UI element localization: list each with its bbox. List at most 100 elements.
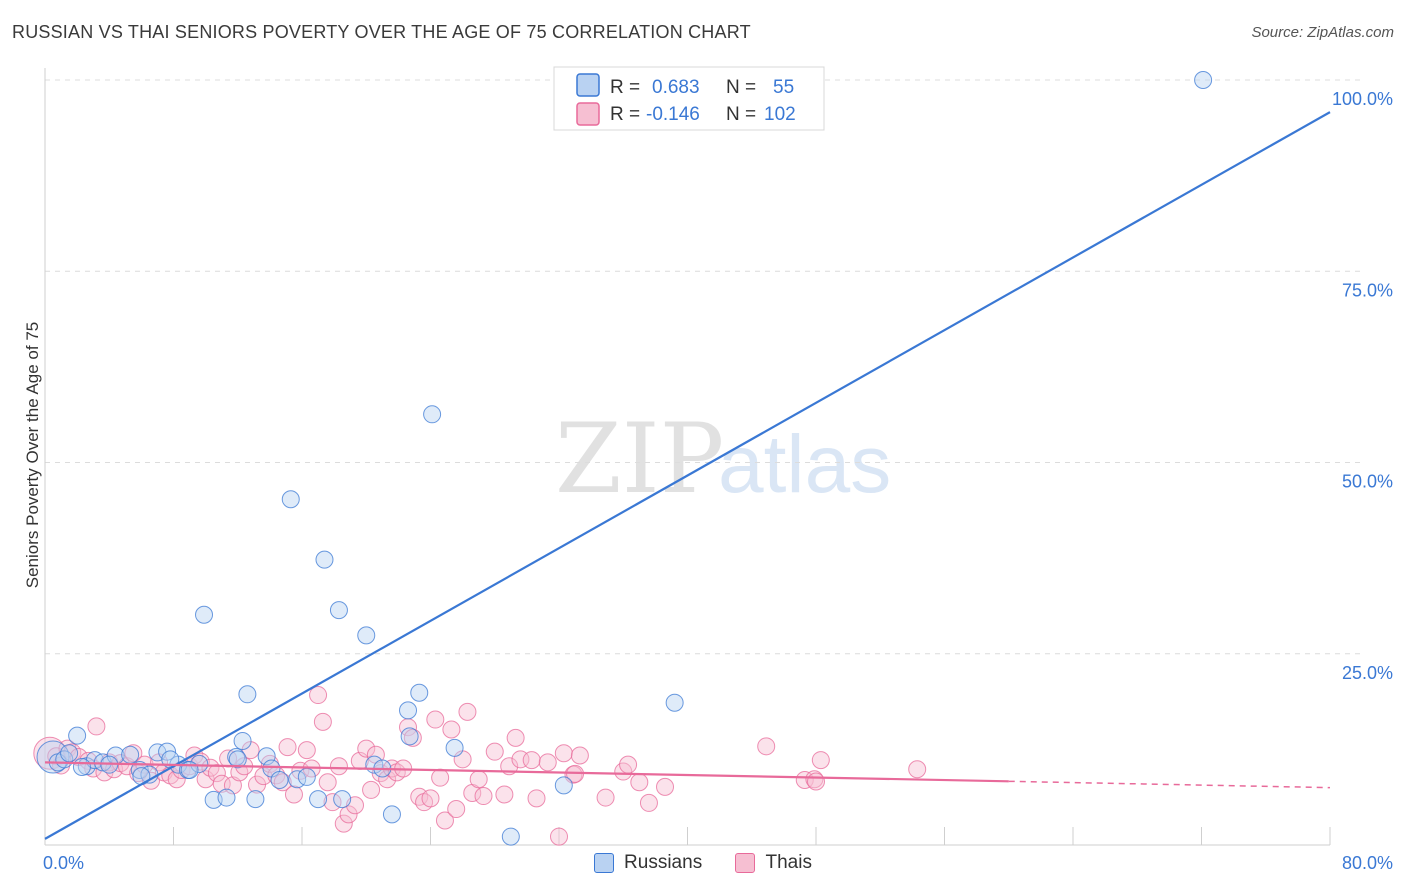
thais-point-86 [554,744,573,763]
stats-legend: R = 0.683 N = 55 R = -0.146 N = 102 [553,66,825,131]
russians-point-54 [333,790,352,809]
russians-point-36 [382,805,401,824]
thais-point-99 [908,760,927,779]
russians-point-51 [72,757,91,776]
thais-point-45 [309,686,328,705]
russians-point-53 [228,750,247,769]
russians-point-4 [68,726,87,745]
y-tick-label-25: 25.0% [1342,663,1393,683]
russians-point-31 [315,550,334,569]
thais-point-93 [639,793,658,812]
thais-point-55 [362,780,381,799]
thais-point-73 [458,702,477,721]
legend-swatch-thais [735,853,756,873]
watermark-zip: ZIP [555,403,724,515]
thais-point-88 [570,746,589,765]
source-attribution: Source: ZipAtlas.com [1251,24,1394,41]
russians-point-27 [281,490,300,509]
legend-swatch-russians [594,853,615,873]
russians-point-43 [554,776,573,795]
stats-r-value-thais: -0.146 [646,104,700,125]
thais-trendline [44,761,1009,783]
thais-point-64 [410,787,429,806]
thais-point-83 [527,789,546,808]
thais-point-101 [807,772,825,791]
thais-point-54 [357,739,376,758]
y-tick-label-100: 100.0% [1332,89,1393,109]
russians-point-30 [309,790,328,809]
thais-point-63 [403,728,422,747]
russians-point-42 [501,827,520,846]
russians-point-41 [445,738,464,757]
russians-trendline [44,111,1331,840]
thais-point-66 [421,789,440,808]
x-tick-label-min: 0.0% [43,853,84,873]
thais-point-77 [485,742,504,761]
russians-point-10 [130,761,149,780]
thais-point-43 [297,741,316,760]
thais-point-51 [339,805,358,824]
russians-point-0 [36,740,70,774]
y-axis-label: Seniors Poverty Over the Age of 75 [23,322,42,588]
russians-point-17 [195,605,214,624]
russians-point-16 [190,754,209,773]
thais-point-91 [619,755,638,774]
gridlines [45,79,1360,655]
russians-point-32 [329,601,348,620]
thais-point-89 [596,788,615,807]
russians-point-3 [60,744,79,763]
thais-point-28 [207,764,226,783]
thais-point-47 [318,773,337,792]
thais-point-46 [313,712,332,731]
thais-point-70 [442,720,461,739]
stats-r-label-russians: R = [610,77,640,98]
russians-point-37 [399,701,418,720]
thais-point-50 [334,814,353,833]
russians-point-40 [423,405,442,424]
russians-point-21 [233,731,252,750]
stats-n-label-thais: N = [726,104,756,125]
trendlines [44,111,1331,840]
thais-trendline-extension [1008,780,1331,789]
thais-point-96 [795,770,814,789]
russians-point-22 [238,685,257,704]
legend-label-russians: Russians [624,852,703,873]
x-tick-label-max: 80.0% [1342,853,1393,873]
thais-points [33,686,927,846]
thais-point-29 [212,774,231,793]
russians-point-29 [297,767,316,786]
russians-point-19 [217,788,236,807]
y-axis-tick-labels: 25.0% 50.0% 75.0% 100.0% [1332,89,1393,683]
thais-point-95 [757,737,776,756]
series-legend: Russians Thais [0,852,1406,879]
thais-point-80 [506,728,525,747]
thais-point-71 [447,800,466,819]
thais-point-94 [656,777,675,796]
thais-point-49 [329,757,348,776]
russians-point-45 [665,693,684,712]
thais-point-76 [474,787,493,806]
russians-point-9 [121,745,140,764]
legend-item-russians: Russians [594,852,702,874]
stats-r-value-russians: 0.683 [652,77,700,98]
thais-point-69 [435,811,454,830]
stats-n-label-russians: N = [726,77,756,98]
thais-point-92 [630,773,649,792]
chart-title: RUSSIAN VS THAI SENIORS POVERTY OVER THE… [12,22,751,42]
x-axis-tick-labels: 0.0% 80.0% [43,853,1393,873]
stats-n-value-russians: 55 [773,77,794,98]
stats-n-value-thais: 102 [764,104,796,125]
thais-point-82 [522,751,541,770]
russians-point-23 [246,790,265,809]
legend-item-thais: Thais [735,852,812,874]
watermark-atlas: atlas [718,419,891,510]
thais-point-8 [87,717,106,736]
thais-point-75 [469,770,488,789]
thais-point-39 [273,773,292,792]
thais-point-40 [278,738,297,757]
thais-point-14 [124,744,143,763]
russians-point-38 [400,727,419,746]
thais-point-78 [495,785,514,804]
thais-point-41 [284,785,303,804]
